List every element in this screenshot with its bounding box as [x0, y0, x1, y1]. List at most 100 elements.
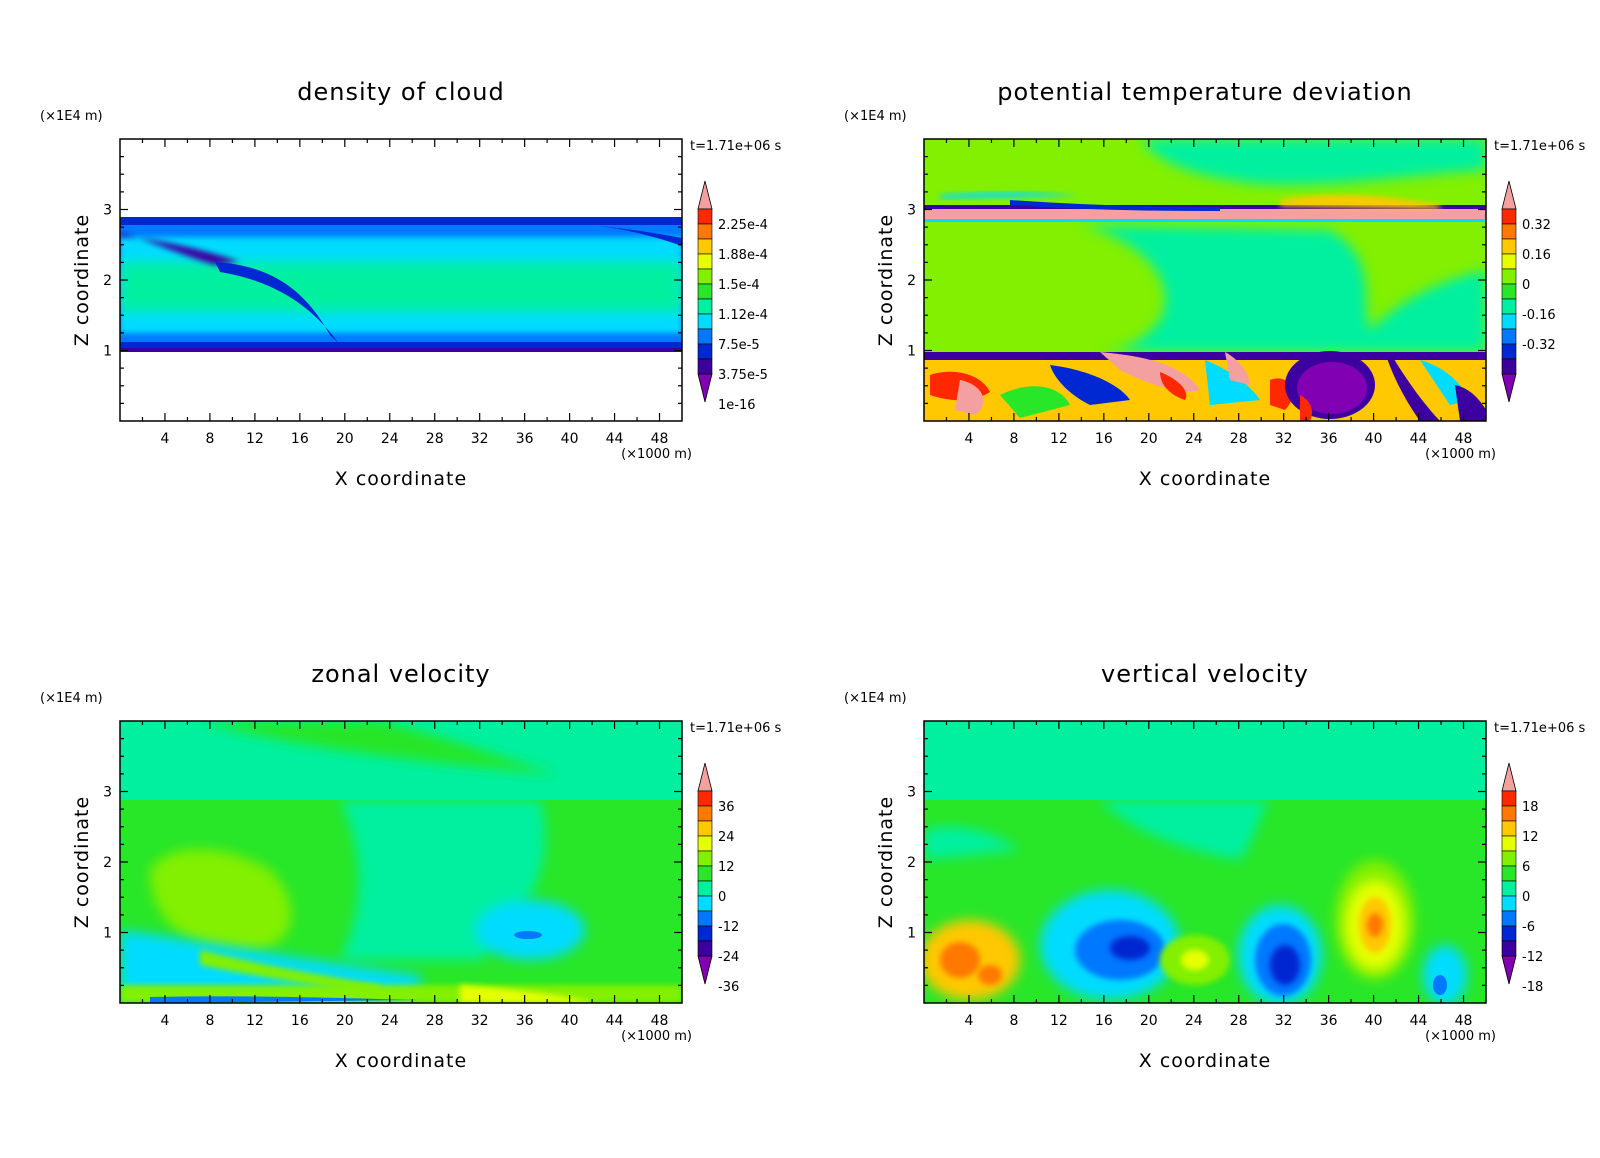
x-tick-label: 32 [471, 1013, 489, 1029]
colorbar-segment [1501, 298, 1517, 315]
colorbar-label: 2.25e-4 [718, 218, 768, 233]
colorbar-segment [697, 298, 713, 315]
x-tick-label: 40 [1365, 1013, 1383, 1029]
x-axis-label: X coordinate [1139, 468, 1271, 490]
x-tick-label: 24 [381, 1013, 399, 1029]
x-tick-label: 24 [1185, 431, 1203, 447]
colorbar-label: 0 [718, 890, 726, 905]
y-unit-label: (×1E4 m) [40, 109, 103, 124]
colorbar-top-arrow [697, 762, 713, 792]
x-tick-label: 24 [1185, 1013, 1203, 1029]
x-tick-label: 28 [426, 1013, 444, 1029]
colorbar-label: 3.75e-5 [718, 368, 768, 383]
colorbar-label: -0.32 [1522, 338, 1556, 353]
colorbar-label: -24 [718, 950, 739, 965]
x-tick-label: 44 [1410, 431, 1428, 447]
x-tick-label: 4 [964, 1013, 973, 1029]
colorbar-segment [1501, 865, 1517, 882]
x-tick-label: 4 [964, 431, 973, 447]
colorbar-label: -6 [1522, 920, 1535, 935]
x-unit-label: (×1000 m) [621, 447, 692, 462]
colorbar-segment [1501, 895, 1517, 912]
plot-field [120, 139, 682, 421]
panel-vertical-velocity: vertical velocity (×1E4 m) t=1.71e+06 s [844, 660, 1586, 1072]
colorbar-label: 24 [718, 830, 735, 845]
x-tick-label: 40 [561, 431, 579, 447]
colorbar-label: 7.5e-5 [718, 338, 760, 353]
colorbar-label: 12 [718, 860, 735, 875]
colorbar-label: -36 [718, 980, 739, 995]
colorbar-top-arrow [1501, 762, 1517, 792]
x-tick-label: 48 [651, 1013, 669, 1029]
x-unit-label: (×1000 m) [1425, 447, 1496, 462]
colorbar-segment [697, 358, 713, 375]
plot-field [924, 721, 1486, 1003]
colorbar-segment [1501, 313, 1517, 330]
time-label: t=1.71e+06 s [690, 139, 782, 154]
x-axis-label: X coordinate [1139, 1050, 1271, 1072]
colorbar-label: 0 [1522, 890, 1530, 905]
colorbar-label: -12 [718, 920, 739, 935]
colorbar-label: 6 [1522, 860, 1530, 875]
y-tick-label: 2 [907, 273, 916, 289]
y-unit-label: (×1E4 m) [844, 691, 907, 706]
panel-density-of-cloud: density of cloud (×1E4 m) t=1.71e+06 s 4… [40, 78, 782, 490]
colorbar-segment [1501, 910, 1517, 927]
x-tick-label: 16 [1095, 1013, 1113, 1029]
x-tick-label: 36 [516, 1013, 534, 1029]
x-tick-label: 12 [1050, 1013, 1068, 1029]
chart-title: vertical velocity [1101, 660, 1309, 688]
panel-potential-temperature-deviation: potential temperature deviation (×1E4 m)… [844, 78, 1586, 490]
colorbar-segment [697, 925, 713, 942]
y-tick-label: 3 [907, 785, 916, 801]
colorbar: 36 24 12 0 -12 -24 -36 [697, 762, 739, 995]
x-tick-label: 40 [1365, 431, 1383, 447]
x-tick-label: 16 [291, 1013, 309, 1029]
colorbar-label: 0.32 [1522, 218, 1551, 233]
x-unit-label: (×1000 m) [621, 1029, 692, 1044]
colorbar-segment [1501, 925, 1517, 942]
colorbar-label: -12 [1522, 950, 1543, 965]
colorbar: 2.25e-4 1.88e-4 1.5e-4 1.12e-4 7.5e-5 3.75e-5… [697, 180, 768, 413]
colorbar-segment [1501, 208, 1517, 225]
x-tick-label: 48 [1455, 431, 1473, 447]
colorbar-segment [1501, 790, 1517, 807]
colorbar-segment [1501, 358, 1517, 375]
colorbar-segment [1501, 268, 1517, 285]
colorbar-segment [697, 253, 713, 270]
colorbar-segment [697, 910, 713, 927]
time-label: t=1.71e+06 s [1494, 139, 1586, 154]
x-unit-label: (×1000 m) [1425, 1029, 1496, 1044]
colorbar-segment [697, 268, 713, 285]
x-tick-label: 12 [246, 431, 264, 447]
colorbar-segment [697, 313, 713, 330]
colorbar-label: 1.88e-4 [718, 248, 768, 263]
colorbar-segment [697, 343, 713, 360]
colorbar-segment [697, 208, 713, 225]
x-tick-label: 8 [205, 431, 214, 447]
x-tick-label: 32 [1275, 1013, 1293, 1029]
y-tick-label: 3 [103, 785, 112, 801]
colorbar-segment [1501, 820, 1517, 837]
colorbar-top-arrow [697, 180, 713, 210]
x-tick-label: 32 [1275, 431, 1293, 447]
y-axis: 1 2 3 Z coordinate [875, 738, 1486, 986]
colorbar-segment [697, 790, 713, 807]
cloud-layer [120, 217, 682, 352]
colorbar-label: 12 [1522, 830, 1539, 845]
y-axis: 1 2 3 Z coordinate [875, 156, 1486, 404]
colorbar-segment [697, 238, 713, 255]
x-tick-label: 4 [160, 431, 169, 447]
y-axis-label: Z coordinate [71, 796, 93, 928]
colorbar-segment [1501, 343, 1517, 360]
chart-title: potential temperature deviation [997, 78, 1412, 106]
colorbar-segment [697, 940, 713, 957]
x-tick-label: 44 [1410, 1013, 1428, 1029]
colorbar-label: -18 [1522, 980, 1543, 995]
colorbar-label: 1.5e-4 [718, 278, 760, 293]
x-tick-label: 36 [1320, 1013, 1338, 1029]
plot-field [924, 139, 1486, 421]
x-tick-label: 8 [1009, 1013, 1018, 1029]
y-tick-label: 2 [103, 855, 112, 871]
x-axis-label: X coordinate [335, 1050, 467, 1072]
